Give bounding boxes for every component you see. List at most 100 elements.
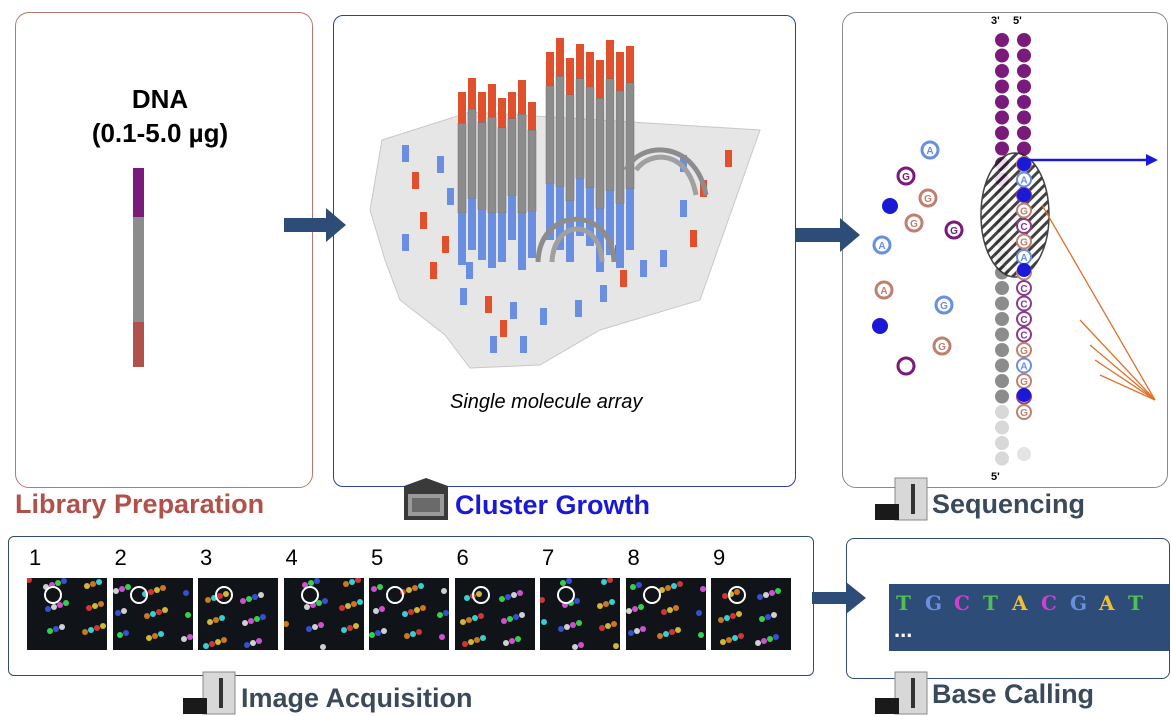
free-nucleotide [896, 356, 916, 376]
template-nucleotide [995, 281, 1009, 295]
incorporated-nucleotide [1016, 218, 1032, 234]
cycle-image [369, 578, 449, 650]
cluster-strand-base [518, 213, 526, 270]
flowcell-instrument-icon [404, 478, 448, 520]
cluster-strand-base [508, 195, 516, 240]
cluster-strand-body [487, 116, 497, 214]
strand-3prime-label: 3' [991, 15, 1000, 27]
cycle-image [198, 578, 278, 650]
sequencing-strand-front: GACGCGAGCCCCGAGCG [1016, 156, 1032, 461]
laser-rays [1041, 204, 1156, 401]
template-nucleotide [995, 296, 1009, 311]
cluster-strand-body [477, 121, 487, 210]
incorporated-nucleotide-letter: C [1020, 331, 1027, 342]
template-nucleotide [995, 79, 1009, 94]
cluster-strand-tip [596, 60, 604, 99]
free-nucleotide-letter: G [940, 301, 948, 312]
primer-nucleotide [1017, 110, 1031, 125]
cluster-strand-body [615, 90, 625, 204]
emission-arrow [1024, 154, 1158, 166]
cluster-strand-base [458, 213, 466, 265]
free-nucleotide-letter: G [950, 226, 958, 237]
surface-fragment [680, 200, 687, 217]
surface-fragment [500, 320, 507, 337]
cluster-strand-base [626, 188, 634, 250]
base-call-ellipsis: ... [894, 617, 913, 642]
called-base: T [983, 591, 998, 615]
library-preparation-label: Library Preparation [15, 489, 265, 519]
flow-cell-surface [369, 111, 761, 369]
free-nucleotide-letter: G [910, 219, 918, 230]
template-nucleotide [995, 126, 1009, 140]
free-nucleotide [896, 166, 916, 186]
terminator-nucleotide [1017, 188, 1031, 202]
frame-number: 6 [456, 545, 469, 570]
template-nucleotide [995, 389, 1009, 404]
cluster-strand-body [497, 127, 507, 214]
incorporated-nucleotide-letter: A [1020, 253, 1027, 264]
cluster-strand-base [556, 186, 564, 250]
cluster-strand-base [468, 198, 476, 250]
surface-fragment [520, 336, 527, 353]
cluster-strand-body [467, 108, 477, 199]
surface-fragment [460, 288, 467, 305]
free-nucleotide [904, 213, 924, 233]
frame-number: 3 [200, 545, 213, 570]
cycle-image [454, 578, 535, 650]
incorporated-nucleotide-letter: G [1020, 346, 1028, 357]
incorporated-nucleotide [1016, 311, 1032, 327]
cluster-strand-body [575, 78, 585, 179]
cluster-strand-body [527, 129, 537, 212]
primer-nucleotide [1017, 79, 1031, 94]
surface-fragment [690, 230, 697, 247]
template-nucleotide [995, 343, 1009, 357]
called-base: C [1041, 591, 1057, 615]
surface-fragment [510, 302, 517, 319]
called-base: C [954, 591, 970, 615]
incorporated-nucleotide [1016, 342, 1032, 358]
sequencer-icon-seq [875, 477, 928, 521]
cluster-strand-tip [606, 40, 614, 79]
incorporated-nucleotide-letter: A [1020, 362, 1027, 373]
cluster-growth-label: Cluster Growth [455, 490, 651, 520]
arrow-cluster-to-sequencing [796, 218, 860, 252]
base-call-box [889, 584, 1169, 651]
cluster-columns [457, 38, 635, 272]
primer-nucleotide [1017, 141, 1031, 156]
called-base: T [1128, 591, 1143, 615]
incorporated-nucleotide-letter: G [1020, 207, 1028, 218]
incorporated-nucleotide-letter: C [1020, 222, 1027, 233]
cluster-strand-tip [546, 52, 554, 86]
cluster-strand-tip [478, 92, 486, 123]
cluster-strand-base [488, 212, 496, 268]
template-nucleotide [995, 141, 1009, 156]
cluster-strand-tip [528, 102, 536, 131]
cycle-image [282, 577, 364, 650]
strand-5prime-top-label: 5' [1013, 15, 1022, 27]
incorporated-nucleotide [1016, 326, 1032, 343]
cluster-strand-body [517, 113, 527, 214]
frame-number: 2 [114, 545, 127, 570]
cluster-strand-tip [498, 98, 506, 128]
called-base: G [925, 591, 943, 615]
sequencer-icon-image [183, 671, 236, 715]
dna-title-line: DNA [131, 84, 189, 114]
dna-amount: (0.1-5.0 µg) [91, 118, 229, 148]
called-base: G [1070, 591, 1088, 615]
called-base: A [1099, 591, 1115, 615]
frame-number: 8 [627, 545, 640, 570]
cluster-strand-base [606, 190, 614, 255]
incorporated-nucleotide [1016, 171, 1032, 188]
dna-title: DNA (0.1-5.0 µg) [40, 82, 280, 150]
primer-nucleotide [1017, 95, 1031, 109]
surface-fragment [490, 336, 497, 353]
frame-number: 4 [285, 545, 298, 570]
free-nucleotide-letter: A [926, 146, 933, 157]
cluster-strand-base [546, 183, 554, 240]
free-nucleotide-letter: G [924, 194, 932, 205]
cluster-strand-base [528, 211, 536, 258]
surface-fragment [430, 262, 437, 279]
free-nucleotide [944, 220, 964, 240]
cluster-strand-tip [626, 46, 634, 83]
primer-nucleotide [1017, 64, 1031, 78]
